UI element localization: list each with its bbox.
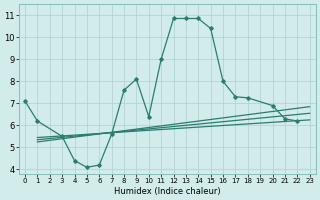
X-axis label: Humidex (Indice chaleur): Humidex (Indice chaleur) [114, 187, 221, 196]
